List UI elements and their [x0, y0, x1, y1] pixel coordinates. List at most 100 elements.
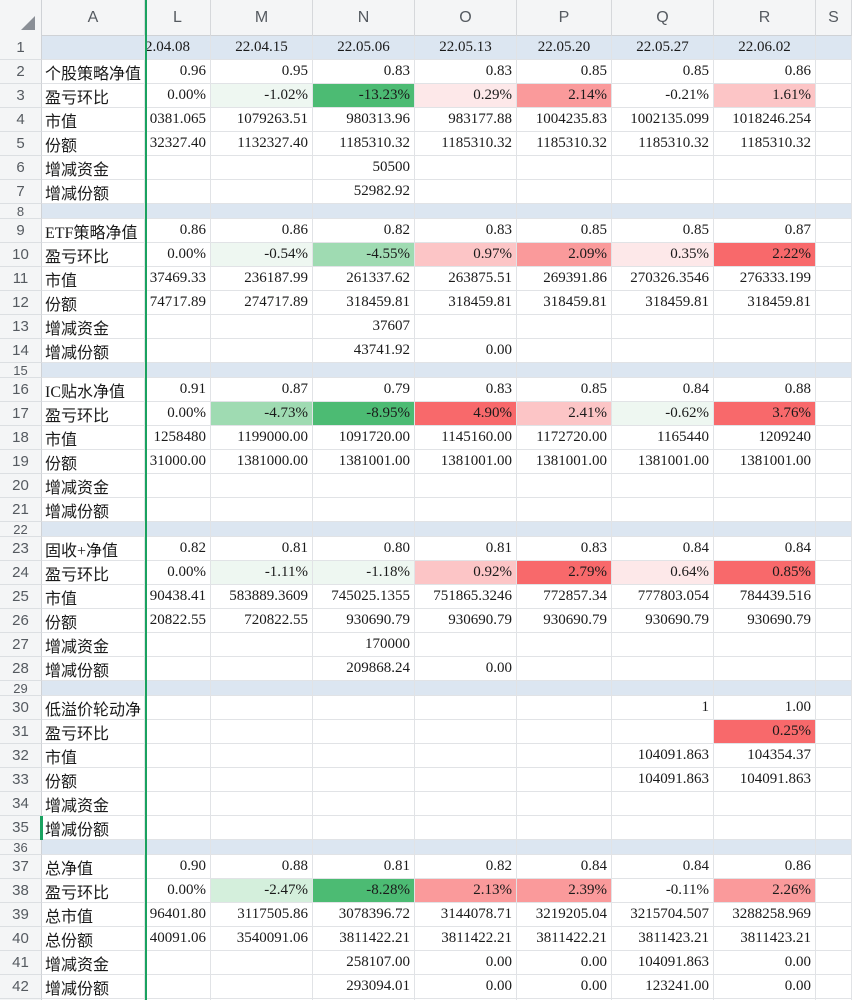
- row-header[interactable]: 7: [0, 180, 42, 204]
- data-cell[interactable]: [313, 522, 415, 537]
- data-cell[interactable]: [211, 951, 313, 975]
- data-cell[interactable]: 1381001.00: [612, 450, 714, 474]
- data-cell[interactable]: 1.61%: [714, 84, 816, 108]
- data-cell[interactable]: -1.11%: [211, 561, 313, 585]
- data-cell[interactable]: [145, 180, 211, 204]
- row-label-cell[interactable]: 增减资金: [42, 156, 145, 180]
- column-header-m[interactable]: M: [211, 0, 313, 36]
- data-cell[interactable]: [714, 633, 816, 657]
- data-cell[interactable]: 0.00: [714, 975, 816, 999]
- data-cell[interactable]: 0.85: [612, 219, 714, 243]
- row-label-cell[interactable]: 增减份额: [42, 816, 145, 840]
- data-cell[interactable]: 2.41%: [517, 402, 612, 426]
- data-cell[interactable]: [816, 951, 852, 975]
- data-cell[interactable]: 3288258.969: [714, 903, 816, 927]
- data-cell[interactable]: [612, 180, 714, 204]
- data-cell[interactable]: 32327.40: [145, 132, 211, 156]
- data-cell[interactable]: [816, 768, 852, 792]
- data-cell[interactable]: [211, 657, 313, 681]
- data-cell[interactable]: [816, 60, 852, 84]
- data-cell[interactable]: [816, 315, 852, 339]
- data-cell[interactable]: [145, 681, 211, 696]
- row-label-cell[interactable]: [42, 36, 145, 60]
- data-cell[interactable]: [816, 450, 852, 474]
- data-cell[interactable]: [211, 681, 313, 696]
- data-cell[interactable]: [145, 156, 211, 180]
- data-cell[interactable]: [415, 768, 517, 792]
- row-label-cell[interactable]: 市值: [42, 744, 145, 768]
- data-cell[interactable]: [415, 696, 517, 720]
- data-cell[interactable]: 2.79%: [517, 561, 612, 585]
- row-label-cell[interactable]: 份额: [42, 768, 145, 792]
- data-cell[interactable]: [612, 522, 714, 537]
- data-cell[interactable]: 0.00%: [145, 84, 211, 108]
- row-label-cell[interactable]: 个股策略净值: [42, 60, 145, 84]
- row-label-cell[interactable]: 增减资金: [42, 951, 145, 975]
- data-cell[interactable]: [714, 522, 816, 537]
- data-cell[interactable]: [612, 204, 714, 219]
- data-cell[interactable]: 0.82: [313, 219, 415, 243]
- row-label-cell[interactable]: IC贴水净值: [42, 378, 145, 402]
- data-cell[interactable]: [816, 696, 852, 720]
- data-cell[interactable]: 31000.00: [145, 450, 211, 474]
- data-cell[interactable]: 0.84: [517, 855, 612, 879]
- data-cell[interactable]: 1004235.83: [517, 108, 612, 132]
- row-label-cell[interactable]: 盈亏环比: [42, 561, 145, 585]
- row-header[interactable]: 18: [0, 426, 42, 450]
- data-cell[interactable]: 1185310.32: [415, 132, 517, 156]
- data-cell[interactable]: [816, 657, 852, 681]
- data-cell[interactable]: [145, 768, 211, 792]
- data-cell[interactable]: 104091.863: [612, 768, 714, 792]
- data-cell[interactable]: 3219205.04: [517, 903, 612, 927]
- data-cell[interactable]: 209868.24: [313, 657, 415, 681]
- data-cell[interactable]: [145, 657, 211, 681]
- row-header[interactable]: 11: [0, 267, 42, 291]
- data-cell[interactable]: 980313.96: [313, 108, 415, 132]
- data-cell[interactable]: [816, 903, 852, 927]
- data-cell[interactable]: 3811423.21: [612, 927, 714, 951]
- data-cell[interactable]: [415, 156, 517, 180]
- data-cell[interactable]: [714, 156, 816, 180]
- data-cell[interactable]: 0.83: [415, 60, 517, 84]
- data-cell[interactable]: [517, 474, 612, 498]
- data-cell[interactable]: 1.00: [714, 696, 816, 720]
- data-cell[interactable]: [211, 339, 313, 363]
- row-label-cell[interactable]: 盈亏环比: [42, 243, 145, 267]
- data-cell[interactable]: [816, 132, 852, 156]
- data-cell[interactable]: 0.00%: [145, 879, 211, 903]
- row-header[interactable]: 34: [0, 792, 42, 816]
- row-label-cell[interactable]: 份额: [42, 609, 145, 633]
- date-header-cell[interactable]: 22.04.15: [211, 36, 313, 60]
- row-header[interactable]: 37: [0, 855, 42, 879]
- row-label-cell[interactable]: 盈亏环比: [42, 84, 145, 108]
- data-cell[interactable]: [313, 498, 415, 522]
- data-cell[interactable]: -0.21%: [612, 84, 714, 108]
- data-cell[interactable]: [816, 267, 852, 291]
- data-cell[interactable]: 3117505.86: [211, 903, 313, 927]
- row-label-cell[interactable]: 增减资金: [42, 633, 145, 657]
- data-cell[interactable]: [313, 768, 415, 792]
- data-cell[interactable]: 930690.79: [517, 609, 612, 633]
- data-cell[interactable]: 276333.199: [714, 267, 816, 291]
- data-cell[interactable]: 777803.054: [612, 585, 714, 609]
- data-cell[interactable]: 0.29%: [415, 84, 517, 108]
- data-cell[interactable]: 1185310.32: [714, 132, 816, 156]
- row-header[interactable]: 3: [0, 84, 42, 108]
- row-label-cell[interactable]: ETF策略净值: [42, 219, 145, 243]
- row-label-cell[interactable]: 增减份额: [42, 339, 145, 363]
- data-cell[interactable]: 0.00: [714, 951, 816, 975]
- data-cell[interactable]: 1199000.00: [211, 426, 313, 450]
- row-label-cell[interactable]: 盈亏环比: [42, 879, 145, 903]
- data-cell[interactable]: 0.85: [517, 378, 612, 402]
- data-cell[interactable]: 261337.62: [313, 267, 415, 291]
- data-cell[interactable]: [145, 363, 211, 378]
- row-header[interactable]: 29: [0, 681, 42, 696]
- data-cell[interactable]: 0.83: [415, 219, 517, 243]
- row-label-cell[interactable]: 市值: [42, 108, 145, 132]
- data-cell[interactable]: [211, 696, 313, 720]
- data-cell[interactable]: 1209240: [714, 426, 816, 450]
- row-label-cell[interactable]: 总净值: [42, 855, 145, 879]
- data-cell[interactable]: 0.35%: [612, 243, 714, 267]
- row-header[interactable]: 27: [0, 633, 42, 657]
- data-cell[interactable]: [517, 339, 612, 363]
